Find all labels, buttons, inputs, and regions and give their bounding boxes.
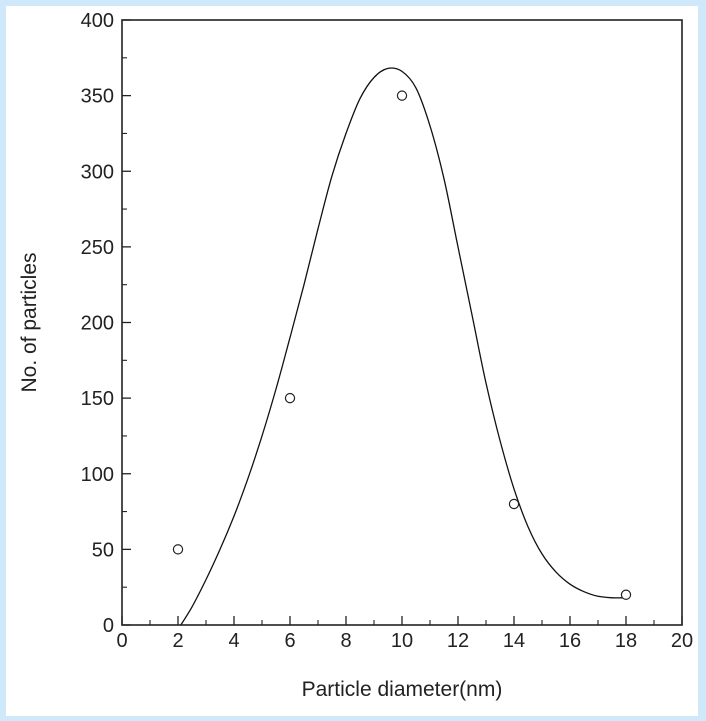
y-tick-label: 150: [81, 388, 114, 410]
y-tick-label: 300: [81, 161, 114, 183]
points-layer: [172, 90, 632, 600]
y-tick-label: 350: [81, 86, 114, 108]
x-tick-label: 12: [447, 630, 469, 652]
x-tick-label: 8: [340, 630, 351, 652]
x-tick-label: 20: [671, 630, 693, 652]
x-tick-label: 2: [172, 630, 183, 652]
x-tick-label: 0: [116, 630, 127, 652]
chart-figure: 0 2 4 6 8 10 12 14 16 18 20 0 50 100 150 200 250 300 350 40…: [6, 6, 698, 716]
y-tick-label: 50: [92, 539, 114, 561]
x-tick-label: 14: [503, 630, 525, 652]
data-point: [396, 90, 408, 101]
y-tick-label: 100: [81, 464, 114, 486]
y-tick-label: 200: [81, 313, 114, 335]
data-point: [172, 544, 184, 555]
x-tick-label: 6: [284, 630, 295, 652]
y-tick-label: 250: [81, 237, 114, 259]
x-tick-label: 10: [391, 630, 413, 652]
x-tick-label: 16: [559, 630, 581, 652]
data-point: [508, 498, 520, 510]
plot-frame: [121, 19, 683, 626]
y-axis-label: No. of particles: [18, 252, 41, 392]
ticks-layer: 0 2 4 6 8 10 12 14 16 18 2005010015020025030035040…: [81, 10, 694, 652]
x-tick-label: 4: [228, 630, 239, 652]
data-point: [284, 392, 296, 404]
curve-layer: [180, 67, 627, 626]
x-tick-label: 18: [615, 630, 637, 652]
fit-curve-line: [180, 67, 627, 626]
chart: 0 2 4 6 8 10 12 14 16 18 2005010015020025030035040…: [18, 10, 694, 701]
y-tick-label: 0: [103, 615, 114, 637]
y-tick-label: 400: [81, 10, 114, 32]
x-axis-label: Particle diameter(nm): [302, 678, 503, 701]
data-point: [620, 589, 632, 600]
